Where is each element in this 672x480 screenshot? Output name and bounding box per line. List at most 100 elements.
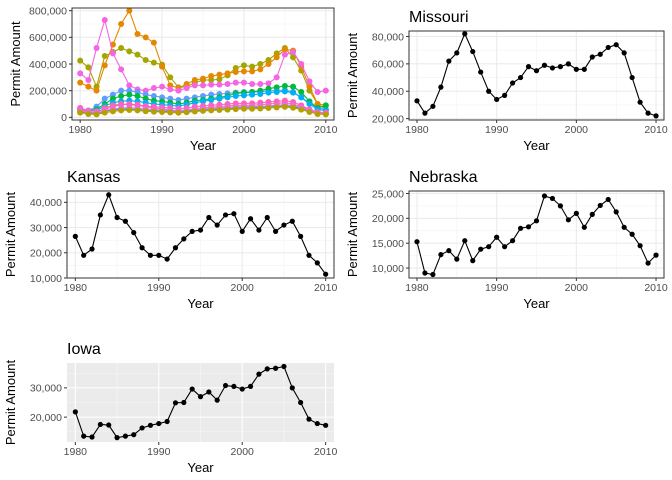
data-point (232, 79, 239, 86)
data-point (139, 245, 145, 251)
data-point (167, 109, 174, 116)
x-tick-label: 1990 (485, 282, 509, 294)
data-point (72, 409, 78, 415)
panel-0: 1980 1990 2000 2010 0 200,000 400,000 600,000 80… (8, 5, 338, 153)
data-point (645, 260, 651, 266)
x-tick-label: 1990 (147, 282, 171, 294)
panel-3: 1980 1990 2000 2010 10,000 15,000 20,000 25,000… (345, 169, 668, 311)
data-point (181, 236, 187, 242)
y-tick-label: 10,000 (30, 273, 62, 285)
y-tick-label: 20,000 (372, 213, 404, 225)
data-point (175, 109, 182, 116)
data-point (208, 97, 215, 103)
data-point (93, 87, 100, 94)
data-point (273, 104, 280, 111)
data-point (167, 86, 174, 93)
data-point (549, 65, 556, 71)
data-point (72, 233, 78, 239)
data-point (264, 214, 270, 221)
data-point (164, 256, 170, 262)
data-point (281, 103, 288, 110)
data-point (273, 89, 280, 95)
data-point (281, 222, 287, 228)
data-point (224, 94, 231, 101)
data-point (494, 234, 500, 240)
data-point (257, 81, 264, 87)
panel-4: 1980 1990 2000 2010 20,000 30,000 Year Permit A… (3, 341, 337, 475)
data-point (281, 363, 287, 370)
x-tick-label: 2010 (314, 124, 338, 136)
y-tick-label: 15,000 (372, 238, 404, 250)
x-tick-label: 2010 (314, 282, 338, 294)
chart-title: Kansas (67, 169, 120, 186)
data-point (290, 104, 297, 111)
data-point (197, 227, 204, 233)
data-point (629, 231, 635, 237)
data-point (224, 106, 231, 113)
data-point (200, 98, 206, 105)
data-point (454, 256, 460, 262)
x-tick-label: 2010 (644, 282, 668, 294)
y-tick-label: 20,000 (372, 113, 404, 125)
data-point (613, 42, 619, 48)
data-point (126, 48, 133, 55)
y-tick-label: 20,000 (30, 412, 62, 424)
data-point (239, 386, 245, 392)
data-point (462, 238, 468, 244)
data-point (126, 82, 133, 89)
data-point (265, 80, 272, 87)
data-point (240, 79, 247, 86)
data-point (306, 101, 313, 107)
x-tick-label: 1990 (147, 446, 171, 458)
data-point (106, 422, 112, 428)
data-point (581, 224, 587, 230)
x-tick-label: 2000 (565, 282, 589, 294)
x-axis-label: Year (523, 296, 550, 311)
data-point (573, 210, 579, 216)
data-point (306, 78, 313, 85)
data-point (232, 106, 239, 113)
data-point (272, 228, 279, 234)
data-point (414, 98, 420, 104)
y-tick-label: 800,000 (29, 5, 67, 17)
data-point (264, 366, 270, 372)
x-axis-label: Year (190, 138, 217, 153)
y-tick-label: 25,000 (372, 188, 404, 200)
data-point (134, 51, 141, 58)
data-point (621, 224, 627, 230)
panel-2: 1980 1990 2000 2010 10,000 20,000 30,000 40,000… (3, 169, 337, 311)
data-point (502, 92, 508, 98)
data-point (273, 84, 280, 91)
data-point (306, 252, 312, 258)
x-tick-label: 2000 (565, 124, 589, 136)
data-point (257, 91, 264, 97)
data-point (118, 107, 125, 114)
data-point (289, 385, 295, 391)
data-point (232, 69, 239, 75)
data-point (216, 81, 223, 88)
data-point (159, 63, 166, 70)
y-tick-label: 30,000 (30, 222, 62, 234)
data-point (147, 252, 154, 258)
chart-title: Missouri (409, 9, 469, 26)
data-point (414, 239, 420, 245)
data-point (189, 386, 195, 392)
data-point (314, 111, 321, 117)
panel-border (408, 190, 665, 279)
data-point (557, 203, 564, 209)
data-point (224, 70, 231, 77)
data-point (565, 217, 571, 223)
data-point (323, 271, 329, 277)
data-point (298, 94, 305, 101)
data-point (509, 80, 516, 86)
data-point (208, 107, 215, 114)
data-point (167, 74, 174, 81)
data-point (273, 74, 280, 81)
data-point (239, 228, 245, 234)
data-point (549, 195, 556, 202)
y-tick-label: 60,000 (372, 59, 404, 71)
data-point (150, 93, 157, 99)
y-tick-label: 400,000 (29, 59, 67, 71)
data-point (306, 416, 312, 422)
data-point (189, 228, 195, 234)
